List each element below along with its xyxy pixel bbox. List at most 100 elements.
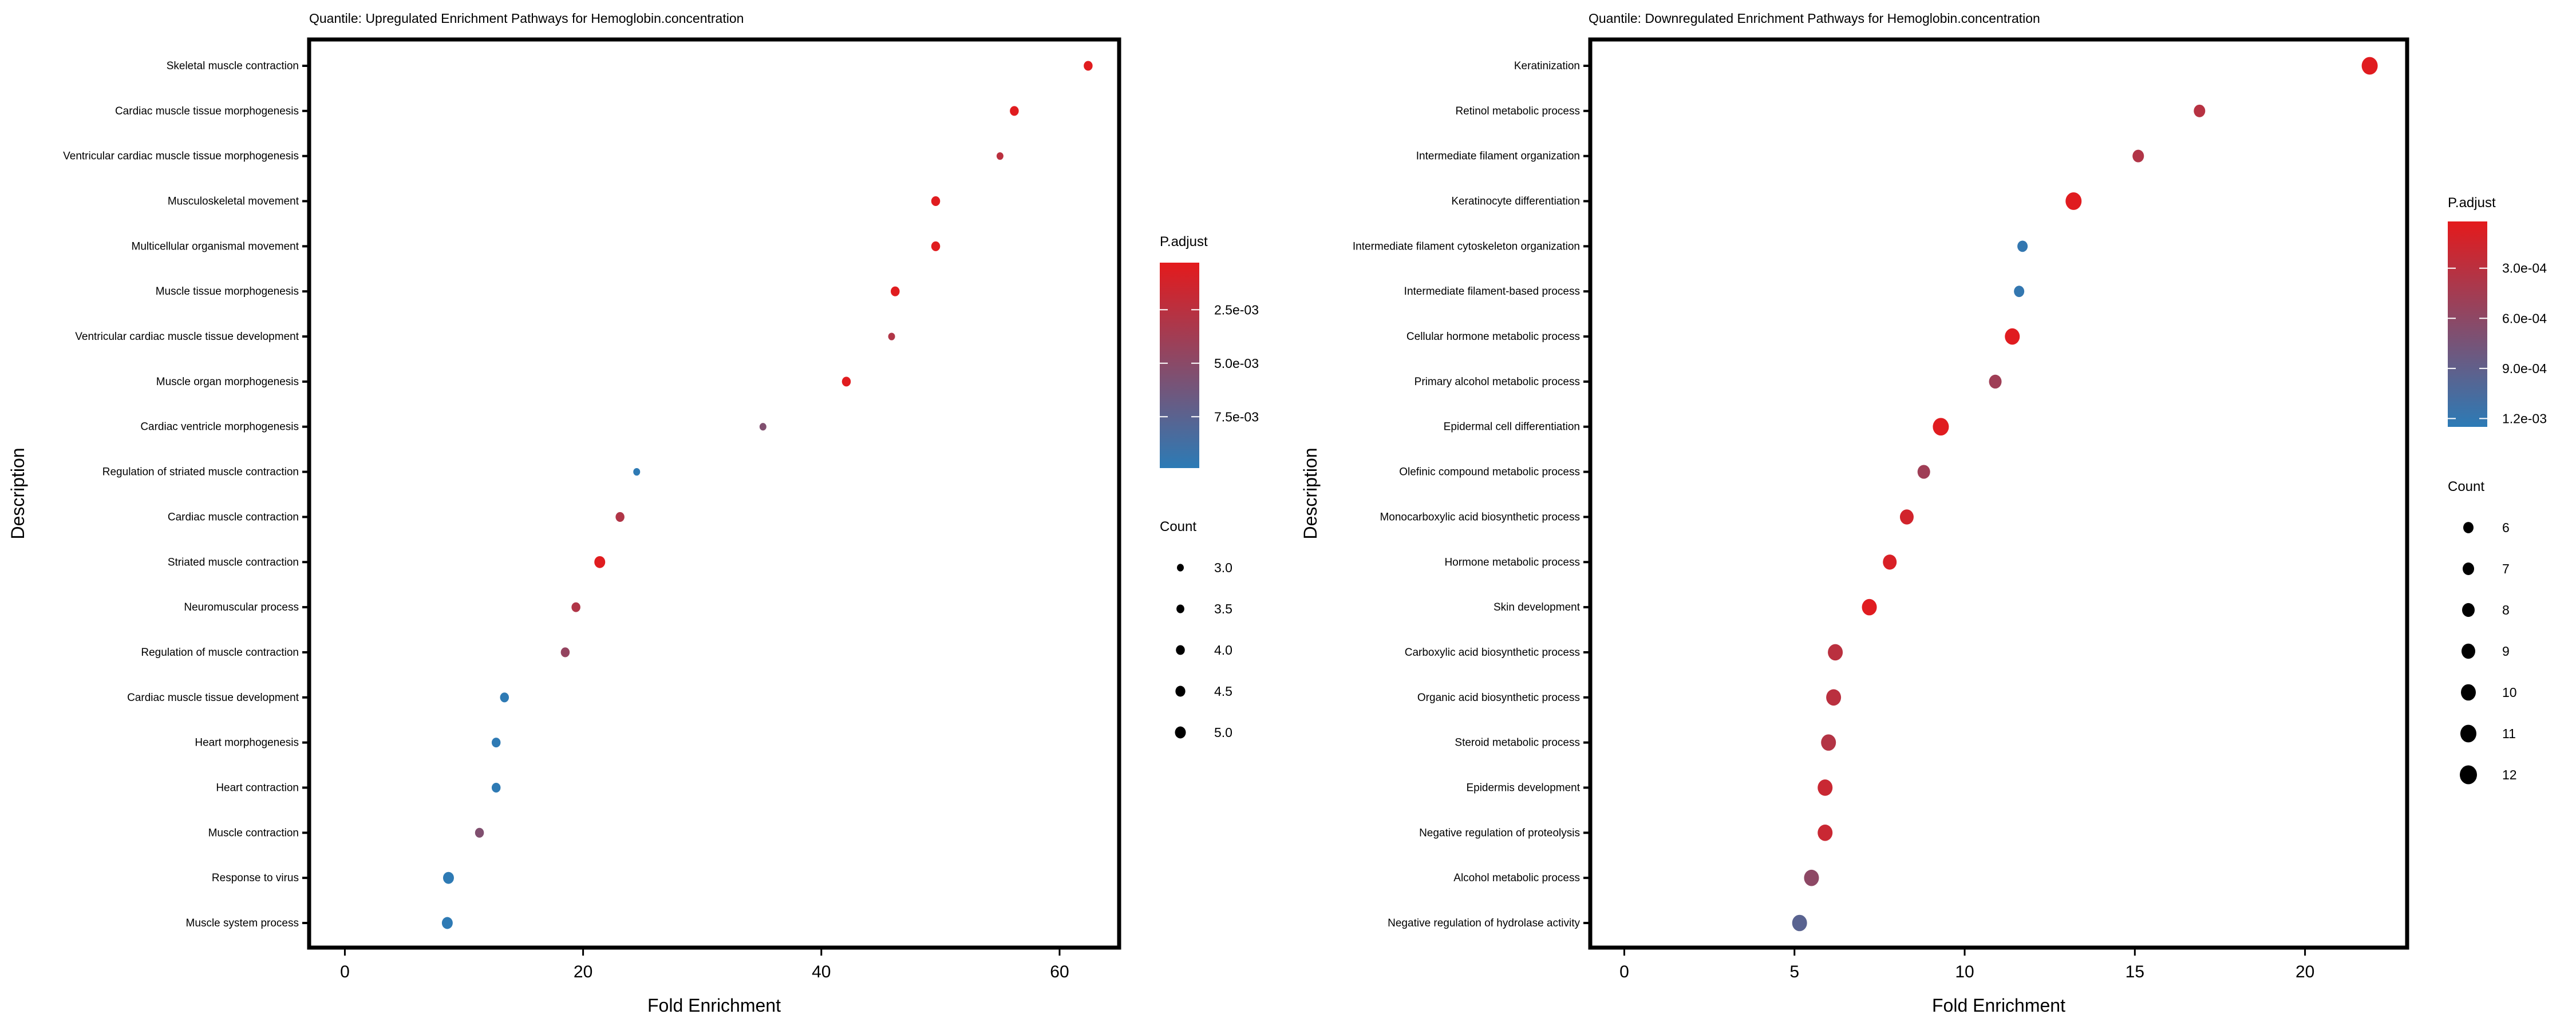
- size-legend-dot: [1175, 686, 1186, 697]
- color-legend-label: 6.0e-04: [2502, 311, 2547, 326]
- data-point: [491, 738, 501, 748]
- size-legend-label: 7: [2502, 561, 2510, 576]
- size-legend-dot: [2462, 603, 2475, 617]
- x-axis-title: Fold Enrichment: [647, 995, 781, 1016]
- data-point: [888, 332, 895, 340]
- data-point: [2132, 149, 2144, 163]
- x-tick-label: 0: [340, 962, 350, 981]
- y-tick-label: Cardiac muscle contraction: [168, 511, 299, 523]
- y-tick-label: Muscle system process: [186, 917, 299, 929]
- x-tick-label: 10: [1955, 962, 1974, 981]
- y-tick-label: Muscle organ morphogenesis: [156, 376, 299, 388]
- data-point: [1917, 465, 1930, 479]
- data-point: [931, 241, 941, 251]
- color-legend-label: 9.0e-04: [2502, 361, 2547, 376]
- size-legend-dot: [2463, 522, 2474, 533]
- data-point: [1883, 554, 1897, 570]
- y-tick-label: Alcohol metabolic process: [1453, 872, 1580, 884]
- y-tick-label: Steroid metabolic process: [1455, 737, 1580, 749]
- size-legend-label: 3.5: [1214, 601, 1232, 616]
- y-tick-label: Musculoskeletal movement: [168, 196, 299, 208]
- x-tick-label: 20: [2296, 962, 2314, 981]
- size-legend-dot: [1177, 564, 1184, 572]
- data-point: [1792, 914, 1807, 932]
- y-tick-label: Carboxylic acid biosynthetic process: [1405, 647, 1580, 659]
- y-tick-label: Heart morphogenesis: [195, 737, 299, 749]
- y-tick-label: Negative regulation of hydrolase activit…: [1388, 917, 1580, 929]
- y-tick-label: Cellular hormone metabolic process: [1406, 331, 1580, 343]
- size-legend-dot: [1175, 726, 1186, 739]
- color-legend-label: 1.2e-03: [2502, 411, 2547, 426]
- data-point: [2017, 240, 2028, 252]
- upregulated-panel: Quantile: Upregulated Enrichment Pathway…: [7, 11, 1259, 1016]
- data-point: [560, 647, 570, 657]
- chart-title: Quantile: Upregulated Enrichment Pathway…: [309, 11, 744, 26]
- chart-title: Quantile: Downregulated Enrichment Pathw…: [1589, 11, 2040, 26]
- data-point: [2194, 104, 2206, 117]
- data-point: [594, 556, 606, 568]
- y-tick-label: Keratinization: [1514, 60, 1580, 72]
- y-tick-label: Olefinic compound metabolic process: [1399, 466, 1580, 478]
- y-tick-label: Intermediate filament organization: [1416, 150, 1580, 163]
- y-tick-label: Regulation of striated muscle contractio…: [102, 466, 299, 478]
- data-point: [1084, 61, 1093, 71]
- data-point: [931, 196, 941, 207]
- color-bar: [2448, 221, 2487, 427]
- y-tick-label: Monocarboxylic acid biosynthetic process: [1380, 511, 1580, 523]
- data-point: [1010, 106, 1019, 116]
- data-point: [1818, 825, 1833, 841]
- y-tick-label: Response to virus: [212, 872, 299, 884]
- y-tick-label: Cardiac muscle tissue morphogenesis: [115, 105, 299, 117]
- color-legend-title: P.adjust: [1160, 234, 1208, 249]
- y-tick-label: Intermediate filament-based process: [1404, 286, 1580, 298]
- y-tick-label: Hormone metabolic process: [1444, 556, 1580, 568]
- x-tick-label: 60: [1050, 962, 1069, 981]
- size-legend-dot: [1176, 645, 1185, 655]
- y-axis-title: Description: [1300, 447, 1321, 539]
- y-tick-label: Regulation of muscle contraction: [141, 647, 299, 659]
- data-point: [475, 827, 484, 838]
- y-tick-label: Muscle tissue morphogenesis: [156, 286, 299, 298]
- size-legend-label: 11: [2502, 726, 2516, 741]
- data-point: [441, 917, 453, 929]
- y-tick-label: Intermediate filament cytoskeleton organ…: [1353, 240, 1580, 252]
- y-tick-label: Striated muscle contraction: [168, 556, 299, 568]
- data-point: [1804, 869, 1819, 886]
- downregulated-panel: Quantile: Downregulated Enrichment Pathw…: [1300, 11, 2547, 1016]
- size-legend-dot: [2461, 684, 2476, 701]
- size-legend-dot: [2462, 643, 2475, 659]
- y-tick-label: Ventricular cardiac muscle tissue develo…: [75, 331, 299, 343]
- plot-frame: [307, 37, 1121, 950]
- x-tick-label: 20: [574, 962, 592, 981]
- size-legend-dot: [2463, 562, 2474, 575]
- color-bar: [1160, 263, 1199, 468]
- x-tick-label: 40: [812, 962, 831, 981]
- color-legend-label: 3.0e-04: [2502, 261, 2547, 276]
- y-tick-label: Muscle contraction: [208, 827, 299, 839]
- y-tick-label: Heart contraction: [216, 782, 299, 794]
- data-point: [2014, 286, 2025, 298]
- size-legend-label: 4.5: [1214, 684, 1232, 699]
- data-point: [891, 286, 900, 296]
- size-legend-label: 3.0: [1214, 560, 1232, 575]
- size-legend-dot: [2460, 724, 2476, 743]
- data-point: [2361, 57, 2378, 75]
- y-tick-label: Epidermal cell differentiation: [1444, 421, 1580, 433]
- data-point: [2065, 192, 2082, 210]
- y-tick-label: Skin development: [1494, 601, 1581, 613]
- y-tick-label: Neuromuscular process: [184, 601, 299, 613]
- size-legend-dot: [1176, 604, 1184, 613]
- data-point: [1989, 374, 2002, 389]
- size-legend-label: 8: [2502, 603, 2510, 617]
- size-legend-title: Count: [2448, 479, 2484, 494]
- y-tick-label: Cardiac muscle tissue development: [127, 692, 299, 704]
- data-point: [1821, 734, 1836, 751]
- y-tick-label: Multicellular organismal movement: [132, 240, 299, 252]
- data-point: [442, 871, 454, 884]
- size-legend-label: 5.0: [1214, 725, 1232, 740]
- color-legend-label: 5.0e-03: [1214, 356, 1259, 371]
- data-point: [1862, 599, 1877, 616]
- data-point: [1899, 509, 1914, 525]
- y-axis-title: Description: [7, 447, 28, 539]
